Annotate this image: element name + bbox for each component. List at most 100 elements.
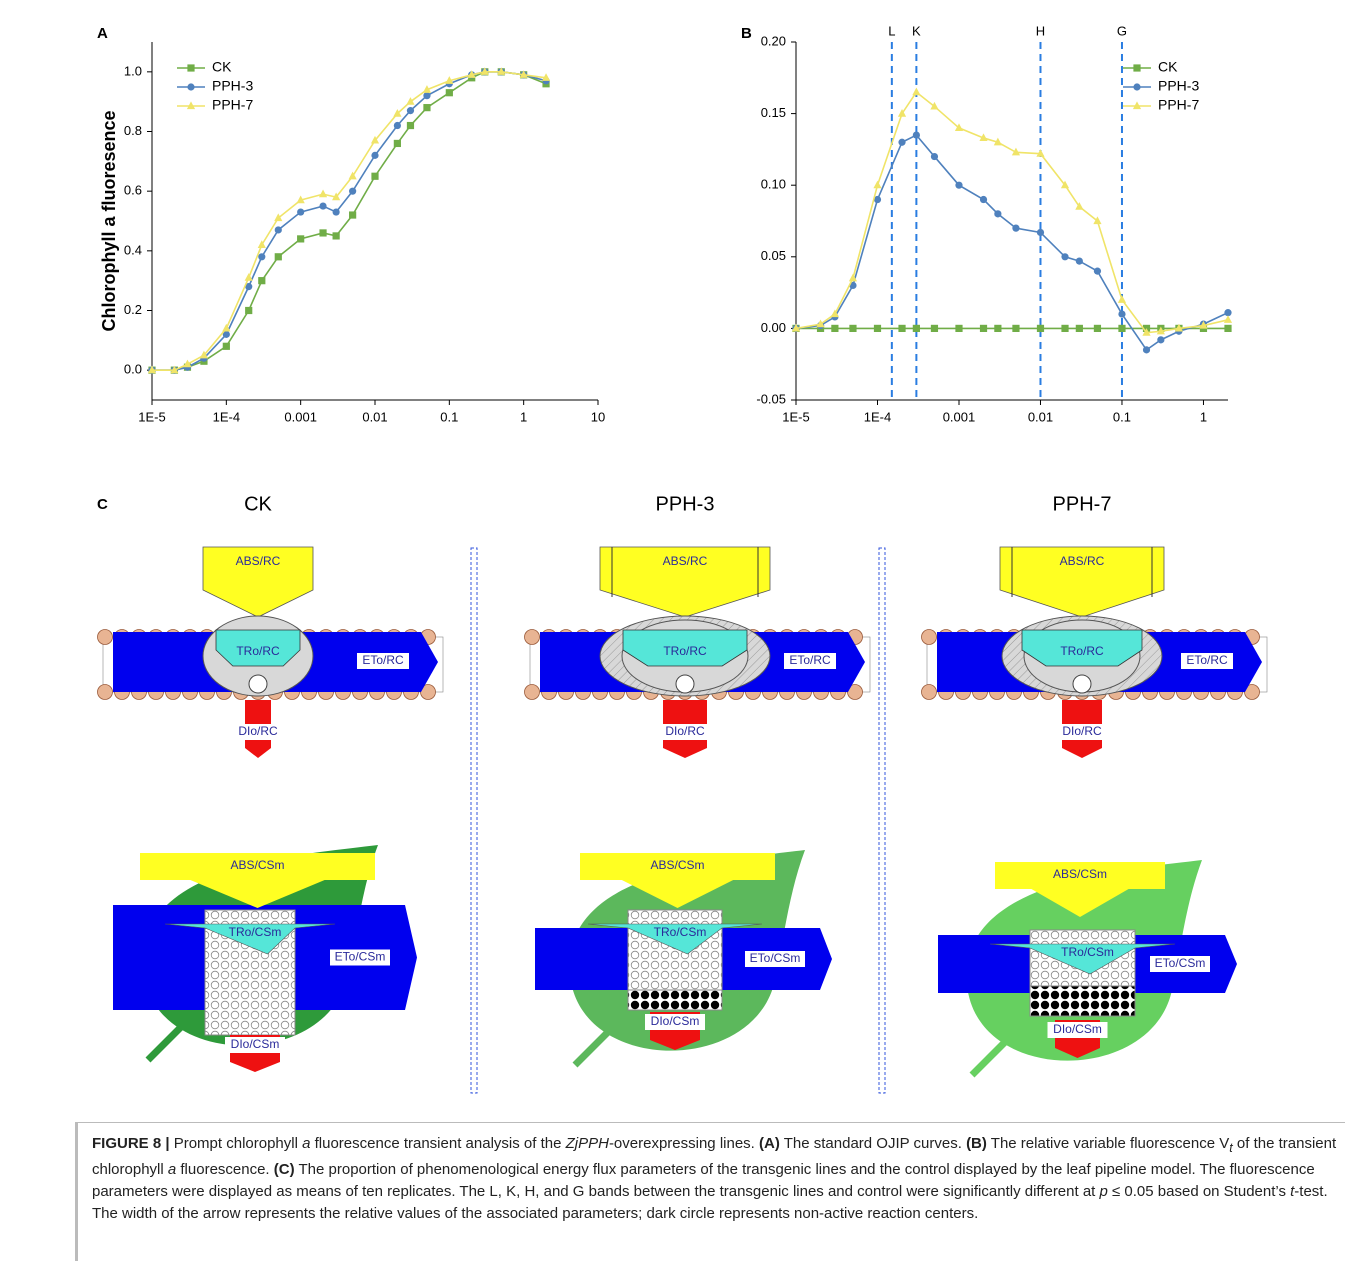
marker xyxy=(332,192,341,201)
caption-text: The relative variable fluorescence V xyxy=(986,1135,1230,1152)
marker xyxy=(349,211,357,219)
caption-text: of the transient chlorophyll xyxy=(92,1135,1337,1178)
y-tick-label: 0.2 xyxy=(124,302,142,317)
marker xyxy=(1199,320,1208,329)
marker xyxy=(1061,253,1069,261)
lipid xyxy=(524,684,540,700)
tro-arrow xyxy=(164,923,336,955)
flux-label: ETo/RC xyxy=(789,653,831,667)
panel-label: C xyxy=(97,496,108,513)
caption-text: fluorescence. xyxy=(176,1161,274,1178)
marker xyxy=(244,273,253,281)
marker xyxy=(245,306,253,315)
marker xyxy=(519,70,528,78)
marker xyxy=(993,137,1002,146)
y-tick-label: 1.0 xyxy=(124,63,142,78)
caption-text: (B) xyxy=(966,1135,987,1152)
label-box xyxy=(357,653,409,669)
label-box xyxy=(745,951,805,967)
flux-label: ETo/RC xyxy=(362,653,404,667)
label-box xyxy=(225,1037,285,1053)
marker xyxy=(994,324,1002,332)
marker xyxy=(199,350,209,359)
flux-label: DIo/CSm xyxy=(231,1037,280,1051)
caption-text: (C) xyxy=(273,1161,295,1178)
x-tick-label: 0.1 xyxy=(440,409,458,424)
caption-text: a xyxy=(167,1161,177,1178)
legend-label: PPH-3 xyxy=(212,78,253,94)
marker xyxy=(1157,336,1165,344)
inactive-rc xyxy=(1029,985,1136,1017)
series-line xyxy=(152,71,547,371)
y-tick-label: 0.6 xyxy=(124,183,142,198)
marker xyxy=(1036,324,1045,332)
y-tick-label: 0.00 xyxy=(761,320,786,335)
flux-label: ABS/RC xyxy=(663,554,708,568)
marker xyxy=(1036,228,1045,237)
caption-text: fluorescence transient analysis of the xyxy=(310,1135,566,1152)
marker xyxy=(297,208,305,216)
flux-label: ETo/RC xyxy=(1186,653,1228,667)
marker xyxy=(912,324,920,332)
marker xyxy=(371,172,379,180)
separator xyxy=(470,547,478,1094)
x-tick-label: 0.01 xyxy=(362,409,387,424)
marker xyxy=(183,359,192,368)
marker xyxy=(170,365,179,374)
marker xyxy=(912,131,920,139)
flux-label: ABS/CSm xyxy=(230,858,284,872)
legend-label: CK xyxy=(1158,59,1178,75)
marker xyxy=(480,67,489,75)
marker xyxy=(791,323,801,332)
caption-text: a xyxy=(302,1135,311,1152)
marker xyxy=(1224,309,1232,317)
marker xyxy=(423,104,431,112)
label-box xyxy=(784,653,836,669)
flux-label: TRo/RC xyxy=(236,644,280,658)
legend-label: CK xyxy=(212,59,232,75)
caption-text: (A) xyxy=(759,1135,780,1152)
marker xyxy=(406,121,415,130)
column-title: PPH-3 xyxy=(656,493,715,515)
marker xyxy=(897,109,907,117)
legend-marker xyxy=(1132,101,1142,110)
series-line xyxy=(152,71,547,371)
marker xyxy=(147,365,157,374)
marker xyxy=(1093,324,1102,332)
marker xyxy=(318,189,328,198)
tro-arrow xyxy=(989,943,1176,975)
caption-text: t xyxy=(1290,1183,1295,1200)
rc-core xyxy=(675,674,695,694)
marker xyxy=(222,323,231,332)
x-tick-label: 1E-5 xyxy=(138,409,165,424)
y-tick-label: 0.8 xyxy=(124,123,142,138)
x-tick-label: 0.001 xyxy=(943,409,976,424)
marker xyxy=(319,229,327,237)
marker xyxy=(274,253,282,261)
x-tick-label: 10 xyxy=(591,409,605,424)
marker xyxy=(1075,257,1083,265)
marker xyxy=(296,195,305,204)
marker xyxy=(445,89,453,97)
marker xyxy=(467,70,476,78)
label-box xyxy=(645,1014,705,1030)
flux-label: DIo/RC xyxy=(238,724,278,738)
flux-label: ABS/RC xyxy=(236,554,281,568)
label-box xyxy=(659,724,711,740)
marker xyxy=(541,73,551,81)
band-label: G xyxy=(1117,23,1127,38)
lipid xyxy=(921,684,937,700)
marker xyxy=(258,277,266,285)
marker xyxy=(1011,147,1021,156)
marker xyxy=(1156,326,1165,335)
y-tick-label: 0.05 xyxy=(761,248,786,263)
panel-label: A xyxy=(97,25,108,42)
marker xyxy=(873,180,882,189)
lipid xyxy=(921,629,937,645)
marker xyxy=(406,107,415,115)
series-line xyxy=(795,90,1229,334)
marker xyxy=(497,67,506,75)
legend-marker xyxy=(1133,64,1141,72)
legend-marker xyxy=(187,83,195,91)
band-label: K xyxy=(912,23,921,38)
